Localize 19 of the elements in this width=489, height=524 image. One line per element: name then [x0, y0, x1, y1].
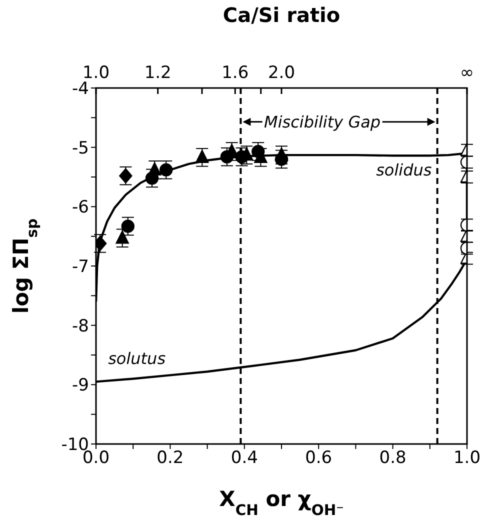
text: ∞: [460, 62, 474, 83]
x2-axis-title: Ca/Si ratio: [222, 3, 340, 27]
x-tick-label: 0.4: [230, 448, 258, 468]
annotation: solutus: [108, 349, 166, 368]
y-tick-label: -9: [72, 376, 89, 396]
x-tick-label: 0.2: [156, 448, 184, 468]
y-tick-label: -6: [72, 198, 89, 218]
text: 1.6: [222, 62, 249, 83]
x-tick-label: 0.8: [379, 448, 406, 468]
y-tick-label: -7: [72, 257, 89, 278]
x-tick-label: 0.6: [305, 448, 332, 468]
x-axis-title: X$_{CH}$ or χ$_{OH⁻}$: [219, 487, 344, 518]
text: 2.0: [268, 62, 296, 83]
annotation: solidus: [376, 160, 432, 180]
text: 1.2: [144, 62, 172, 83]
x-tick-label: 1.0: [453, 448, 481, 468]
annotation: Miscibility Gap: [264, 112, 381, 132]
y-tick-label: -5: [72, 138, 89, 158]
y-tick-label: -8: [72, 316, 89, 336]
